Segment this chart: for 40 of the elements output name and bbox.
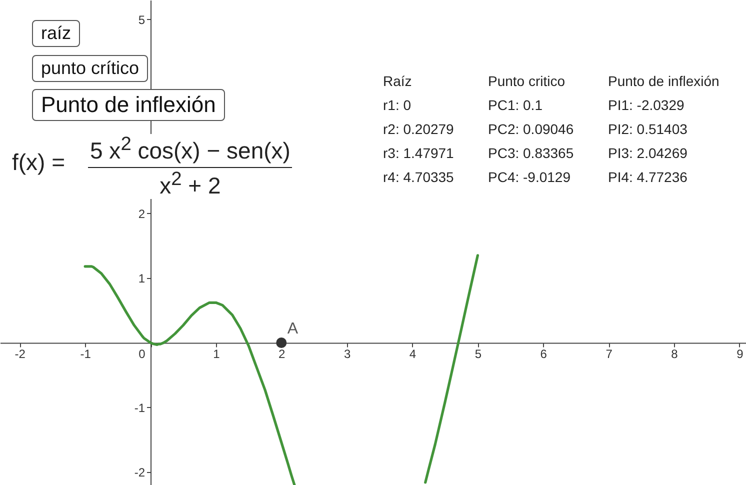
x-tick-label: 6 <box>540 347 548 362</box>
annotation: r4: 4.70335 <box>383 169 454 185</box>
annotation: r2: 0.20279 <box>383 121 454 137</box>
y-tick-label: 5 <box>138 12 146 27</box>
series-label: A <box>287 320 298 338</box>
annotation: x$^{2}$ + 2 <box>158 168 222 200</box>
y-tick-label: -2 <box>134 466 146 480</box>
annotation: PC4: -9.0129 <box>488 169 570 185</box>
annotation: PC1: 0.1 <box>488 97 542 113</box>
button: punto crítico <box>32 55 148 82</box>
annotation: Punto critico <box>488 73 566 89</box>
annotation: PC2: 0.09046 <box>488 121 574 137</box>
annotation: Raíz <box>383 73 412 89</box>
x-tick-label: 2 <box>278 347 286 362</box>
button: Punto de inflexión <box>32 89 225 121</box>
x-tick-label: 3 <box>344 347 351 362</box>
line-series <box>424 254 479 484</box>
annotation: r1: 0 <box>383 97 412 113</box>
x-tick-label: 0 <box>138 347 146 362</box>
x-tick-label: 7 <box>606 347 613 362</box>
x-tick-label: -1 <box>80 347 92 362</box>
annotation: Punto de inflexión <box>608 73 720 89</box>
y-tick-label: 2 <box>138 206 146 221</box>
x-tick-label: 9 <box>736 347 744 362</box>
annotation: f(x) = <box>12 149 66 176</box>
x-tick-label: -2 <box>14 347 26 362</box>
annotation: PI4: 4.77236 <box>608 169 688 185</box>
annotation: PI1: -2.0329 <box>608 97 684 113</box>
x-tick-label: 8 <box>671 347 678 362</box>
x-tick-label: 4 <box>409 347 416 362</box>
annotation: PI3: 2.04269 <box>608 145 688 161</box>
annotation: PC3: 0.83365 <box>488 145 574 161</box>
annotation: 5 x$^{2}$ cos(x) − sen(x) <box>88 134 292 168</box>
annotation: r3: 1.47971 <box>383 145 454 161</box>
annotation: PI2: 0.51403 <box>608 121 688 137</box>
button: raíz <box>32 20 80 47</box>
x-tick-label: 1 <box>213 347 220 362</box>
x-tick-label: 5 <box>474 347 482 362</box>
y-tick-label: -1 <box>134 400 146 415</box>
y-tick-label: 1 <box>138 272 146 286</box>
